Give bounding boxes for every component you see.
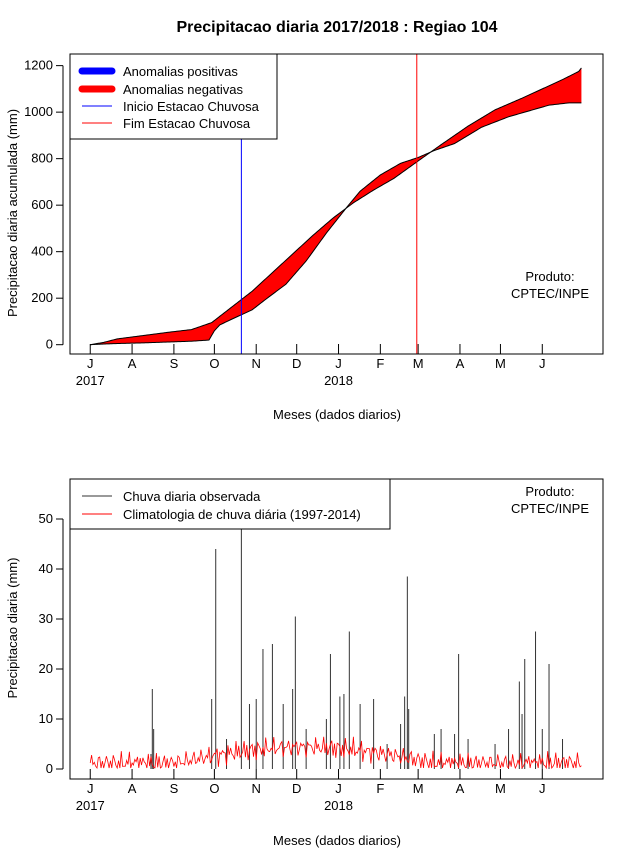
x-year-label: 2017: [76, 373, 105, 388]
x-tick-label: O: [209, 356, 219, 371]
x-tick-label: A: [128, 781, 137, 796]
x-year-label: 2018: [324, 373, 353, 388]
anomaly-fill-layer: [90, 67, 582, 345]
x-tick-label: D: [292, 781, 301, 796]
x-tick-label: N: [252, 356, 261, 371]
accumulated-precip-chart: 0 200 400 600 800 1000 1200 J A S O N D J F M A M J 2017 20…: [5, 53, 604, 422]
x-year-label: 2018: [324, 798, 353, 813]
x-tick-label: A: [456, 356, 465, 371]
y-tick-label: 10: [39, 711, 53, 726]
x-tick-label: S: [170, 781, 179, 796]
y-tick-label: 0: [46, 761, 53, 776]
product-label-line2: CPTEC/INPE: [511, 286, 589, 301]
legend-label-end: Fim Estacao Chuvosa: [123, 116, 251, 131]
y-axis-label-bottom: Precipitacao diaria (mm): [5, 558, 20, 699]
product-label-line2-bottom: CPTEC/INPE: [511, 501, 589, 516]
x-tick-label: M: [495, 781, 506, 796]
y-tick-label: 40: [39, 561, 53, 576]
x-tick-label: N: [252, 781, 261, 796]
x-tick-label: D: [292, 356, 301, 371]
legend-label-observed: Chuva diaria observada: [123, 489, 261, 504]
x-tick-label: J: [87, 781, 94, 796]
x-year-label: 2017: [76, 798, 105, 813]
observed-spikes-layer: [150, 529, 564, 769]
legend-label-positive: Anomalias positivas: [123, 64, 238, 79]
x-tick-label: F: [376, 781, 384, 796]
x-axis: J A S O N D J F M A M J 2017 2018: [76, 344, 546, 388]
y-tick-label: 400: [31, 244, 53, 259]
x-tick-label: A: [456, 781, 465, 796]
y-tick-label: 1200: [24, 58, 53, 73]
observed-accumulated-line: [90, 102, 582, 346]
accumulated-lines-layer: [90, 67, 582, 346]
y-tick-label: 0: [46, 337, 53, 352]
x-tick-label: A: [128, 356, 137, 371]
x-tick-label: M: [495, 356, 506, 371]
x-tick-label: J: [539, 781, 546, 796]
x-axis-label: Meses (dados diarios): [273, 407, 401, 422]
y-tick-label: 600: [31, 197, 53, 212]
product-label-line1: Produto:: [525, 269, 574, 284]
daily-precip-chart: 0 10 20 30 40 50 J A S O N D J F M A M J 2017 2018 Precipi…: [5, 478, 604, 848]
y-tick-label: 20: [39, 661, 53, 676]
x-tick-label: J: [335, 356, 342, 371]
legend-box-bottom: [69, 478, 391, 530]
climatology-accumulated-line: [90, 67, 582, 346]
x-axis-bottom: J A S O N D J F M A M J 2017 2018: [76, 769, 546, 813]
legend-label-start: Inicio Estacao Chuvosa: [123, 99, 260, 114]
y-tick-label: 1000: [24, 104, 53, 119]
climatology-daily-line: [89, 736, 582, 770]
x-tick-label: J: [87, 356, 94, 371]
legend: Anomalias positivas Anomalias negativas …: [69, 53, 278, 140]
x-tick-label: J: [539, 356, 546, 371]
y-tick-label: 50: [39, 511, 53, 526]
negative-anomaly-area: [90, 67, 582, 345]
legend-label-negative: Anomalias negativas: [123, 82, 243, 97]
x-tick-label: M: [413, 781, 424, 796]
y-axis: 0 200 400 600 800 1000 1200: [24, 58, 64, 352]
y-tick-label: 800: [31, 151, 53, 166]
legend-bottom: Chuva diaria observada Climatologia de c…: [69, 478, 391, 530]
y-tick-label: 200: [31, 290, 53, 305]
x-tick-label: F: [376, 356, 384, 371]
y-tick-label: 30: [39, 611, 53, 626]
figure-title: Precipitacao diaria 2017/2018 : Regiao 1…: [176, 19, 497, 36]
x-tick-label: S: [170, 356, 179, 371]
x-axis-label-bottom: Meses (dados diarios): [273, 833, 401, 848]
climatology-line-layer: [89, 736, 582, 770]
y-axis-label: Precipitacao diaria acumulada (mm): [5, 109, 20, 317]
legend-label-climatology: Climatologia de chuva diária (1997-2014): [123, 507, 361, 522]
x-tick-label: O: [209, 781, 219, 796]
y-axis-bottom: 0 10 20 30 40 50: [39, 511, 64, 776]
x-tick-label: J: [335, 781, 342, 796]
x-tick-label: M: [413, 356, 424, 371]
product-label-line1-bottom: Produto:: [525, 484, 574, 499]
